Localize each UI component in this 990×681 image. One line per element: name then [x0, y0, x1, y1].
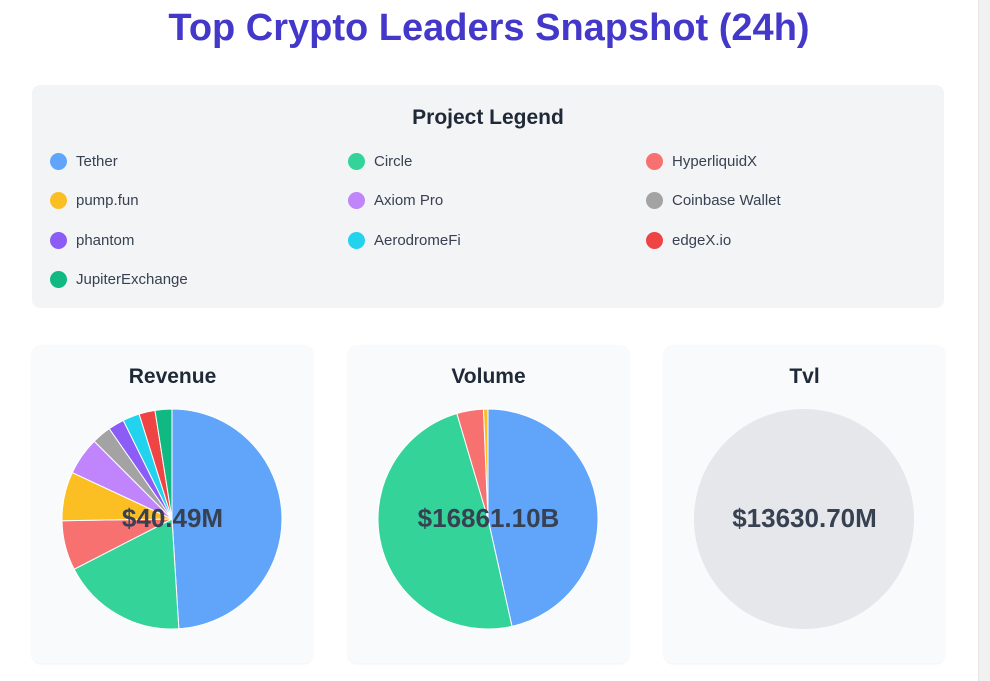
revenue-card: Revenue $40.49M [32, 345, 313, 663]
legend-item-tether: Tether [50, 147, 348, 175]
legend-label: Axiom Pro [374, 192, 444, 210]
legend-item-coinbase-wallet: Coinbase Wallet [646, 187, 944, 215]
legend-swatch [50, 152, 67, 170]
revenue-slice-tether [171, 408, 283, 630]
legend-swatch [646, 152, 663, 170]
legend-item-axiom-pro: Axiom Pro [348, 187, 646, 215]
legend-swatch [348, 231, 365, 249]
legend-item-aerodromefi: AerodromeFi [348, 226, 646, 254]
page-title: Top Crypto Leaders Snapshot (24h) [168, 7, 810, 49]
legend-label: Tether [76, 152, 118, 170]
legend-item-jupiterexchange: JupiterExchange [50, 266, 348, 294]
legend-swatch [348, 192, 365, 210]
volume-pie-chart [377, 408, 599, 630]
legend-grid: Tether Circle HyperliquidX pump.fun Axiom Pr… [50, 147, 944, 305]
volume-card: Volume $16861.10B [348, 345, 629, 663]
legend-swatch [348, 152, 365, 170]
project-legend: Project Legend Tether Circle HyperliquidX p… [32, 85, 944, 308]
legend-item-circle: Circle [348, 147, 646, 175]
revenue-slice-circle [73, 518, 180, 630]
legend-label: Coinbase Wallet [672, 192, 781, 210]
volume-slice-pump-fun [482, 408, 489, 520]
legend-swatch [50, 271, 67, 289]
legend-label: pump.fun [76, 192, 139, 210]
volume-chart-title: Volume [451, 365, 526, 388]
revenue-slice-jupiterexchange [154, 408, 173, 520]
volume-slice-circle [377, 412, 513, 630]
legend-label: Circle [374, 152, 413, 170]
legend-swatch [50, 231, 67, 249]
legend-swatch [646, 192, 663, 210]
legend-title: Project Legend [412, 106, 564, 129]
legend-swatch [646, 231, 663, 249]
tvl-chart-title: Tvl [789, 365, 820, 388]
legend-label: HyperliquidX [672, 152, 758, 170]
revenue-pie-chart [61, 408, 283, 630]
legend-label: edgeX.io [672, 231, 732, 249]
tvl-pie-chart [694, 409, 914, 629]
legend-item-phantom: phantom [50, 226, 348, 254]
legend-label: phantom [76, 231, 135, 249]
volume-slice-tether [487, 408, 599, 627]
legend-item-edgex-io: edgeX.io [646, 226, 944, 254]
tvl-pie-empty [694, 409, 914, 629]
legend-label: JupiterExchange [76, 271, 188, 289]
revenue-chart-title: Revenue [128, 365, 217, 388]
legend-item-hyperliquidx: HyperliquidX [646, 147, 944, 175]
legend-item-pump-fun: pump.fun [50, 187, 348, 215]
tvl-card: Tvl $13630.70M [664, 345, 945, 663]
legend-swatch [50, 192, 67, 210]
page-scrollbar[interactable] [978, 0, 990, 681]
legend-label: AerodromeFi [374, 231, 461, 249]
